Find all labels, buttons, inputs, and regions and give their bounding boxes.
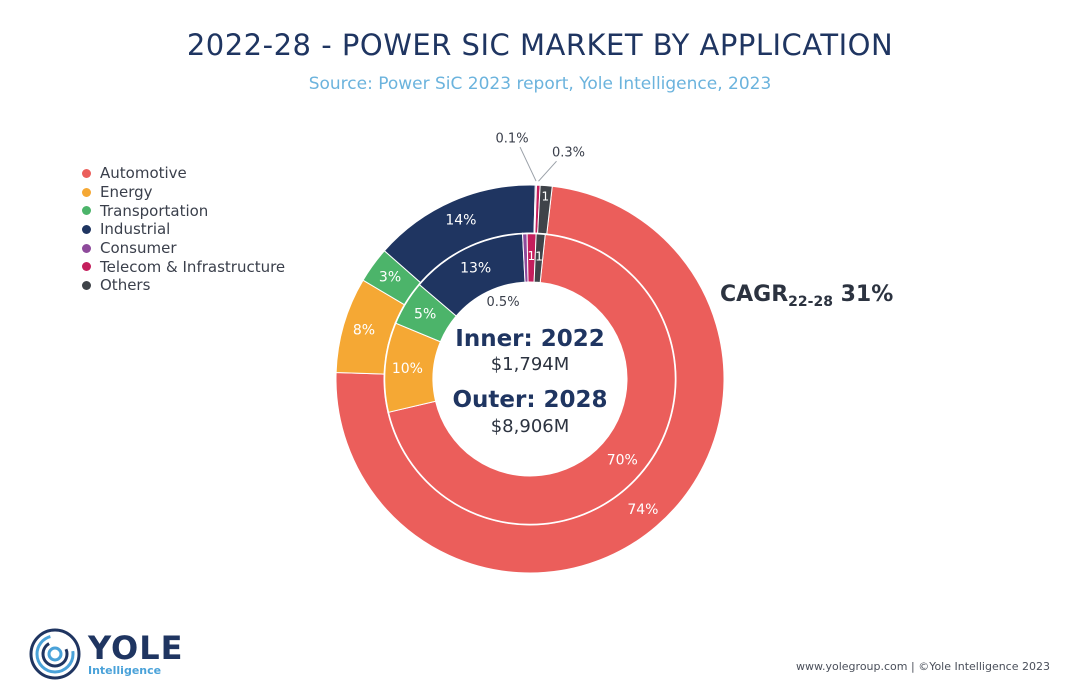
cagr-period: 22-28 — [788, 294, 833, 310]
slice-label: 1 — [535, 249, 543, 263]
slice-label: 5% — [414, 307, 436, 323]
slice-label: 1 — [528, 249, 536, 263]
legend-swatch — [82, 187, 91, 197]
slice-label: 14% — [445, 212, 476, 228]
callout-line — [538, 160, 557, 182]
center-outer-value: $8,906M — [491, 416, 570, 437]
center-inner-value: $1,794M — [491, 354, 570, 375]
legend-item: Transportation — [82, 201, 285, 220]
legend-label: Industrial — [100, 220, 171, 239]
logo-subtitle: Intelligence — [88, 664, 162, 677]
legend-item: Consumer — [82, 239, 285, 258]
legend-label: Telecom & Infrastructure — [100, 257, 286, 276]
slice-callout-label: 0.1% — [496, 132, 529, 147]
center-inner-label: Inner: 2022 — [455, 326, 604, 352]
legend-item: Others — [82, 276, 285, 295]
legend-label: Automotive — [100, 164, 187, 183]
legend-swatch — [82, 224, 91, 234]
legend-label: Others — [100, 276, 151, 295]
legend-item: Telecom & Infrastructure — [82, 257, 285, 276]
cagr-label: CAGR — [720, 282, 789, 307]
slice-label: 70% — [607, 452, 638, 468]
callout-line — [519, 146, 537, 182]
slice-label: 1 — [541, 190, 549, 204]
ring-separator — [383, 232, 677, 526]
yole-logo: YOLE Intelligence — [28, 627, 183, 681]
slice-callout-label: 0.3% — [552, 146, 585, 161]
chart-subtitle: Source: Power SiC 2023 report, Yole Inte… — [308, 74, 772, 94]
slice-labels: 74%8%3%14%0.1%0.3%170%10%5%13%0.5%1 1 — [353, 132, 659, 518]
legend-swatch — [82, 262, 91, 272]
slice-label: 10% — [392, 361, 423, 377]
center-labels: Inner: 2022 $1,794M Outer: 2028 $8,906M — [452, 326, 607, 437]
legend-item: Automotive — [82, 164, 285, 183]
chart-legend: Automotive Energy Transportation Industrial… — [82, 164, 285, 295]
legend-item: Energy — [82, 183, 285, 202]
center-outer-label: Outer: 2028 — [452, 387, 607, 413]
yole-logo-icon — [29, 628, 81, 680]
slice-label: 13% — [460, 261, 491, 277]
slice-label: 8% — [353, 323, 375, 339]
legend-label: Consumer — [100, 239, 177, 258]
legend-swatch — [82, 168, 91, 178]
legend-label: Energy — [100, 183, 153, 202]
slice-label: 74% — [627, 502, 658, 518]
slice-callout-label: 0.5% — [487, 295, 520, 310]
logo-name: YOLE — [88, 629, 184, 667]
legend-swatch — [82, 206, 91, 216]
cagr-value: 31% — [840, 282, 894, 307]
slice-label: 3% — [379, 269, 401, 285]
inner-ring-2022 — [383, 232, 677, 526]
legend-swatch — [82, 280, 91, 290]
legend-swatch — [82, 243, 91, 253]
cagr-annotation: CAGR22-28 31% — [720, 282, 893, 310]
footer-credit: www.yolegroup.com | ©Yole Intelligence 2… — [796, 660, 1050, 673]
legend-label: Transportation — [100, 201, 209, 220]
chart-title: 2022-28 - POWER SIC MARKET BY APPLICATIO… — [186, 28, 894, 62]
legend-item: Industrial — [82, 220, 285, 239]
